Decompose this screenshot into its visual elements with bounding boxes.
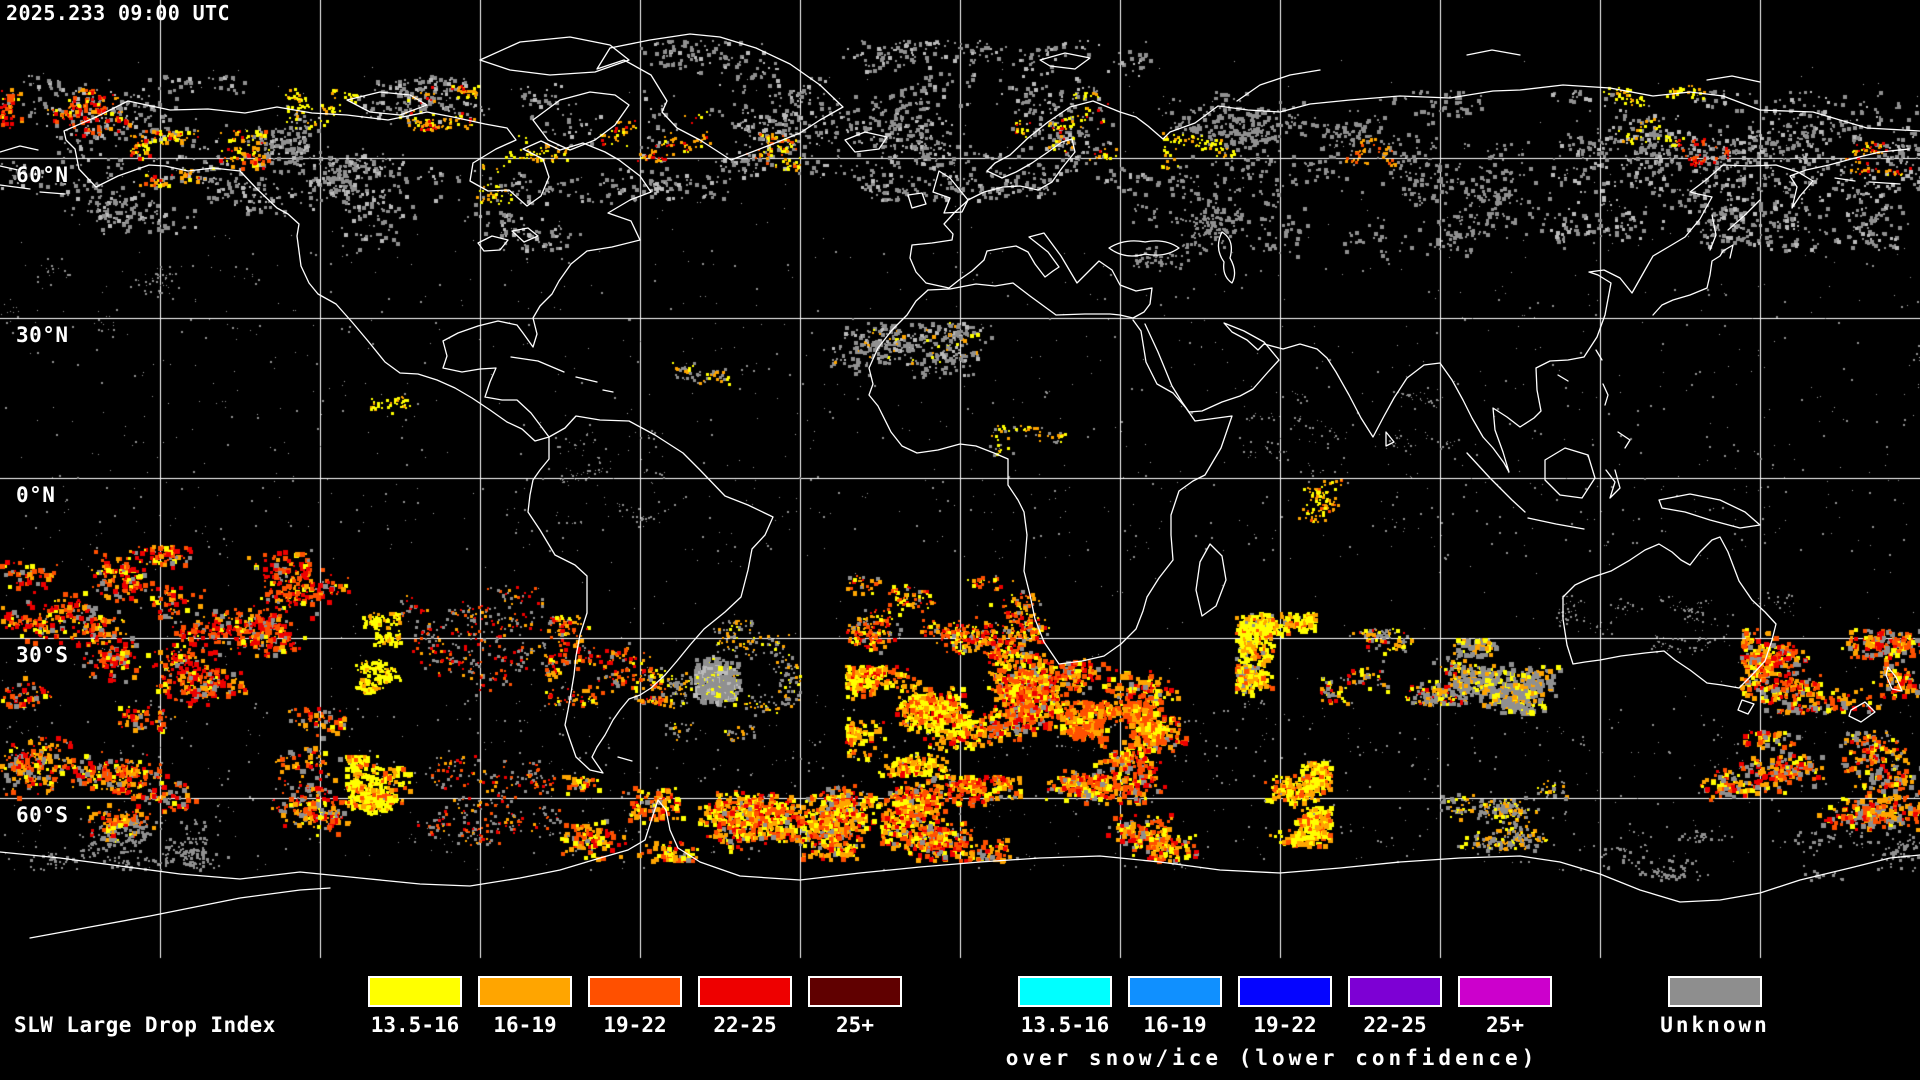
- legend-label: 19-22: [1253, 1013, 1317, 1037]
- legend-swatch: [368, 976, 462, 1007]
- legend-subtitle: over snow/ice (lower confidence): [1005, 1046, 1539, 1070]
- latitude-label: 60°N: [16, 163, 69, 187]
- legend-label: 25+: [1486, 1013, 1524, 1037]
- map-data-layer: [0, 0, 1920, 960]
- legend-swatch: [1238, 976, 1332, 1007]
- legend-swatch: [1458, 976, 1552, 1007]
- legend-swatch-unknown: [1668, 976, 1762, 1007]
- legend-title: SLW Large Drop Index: [14, 1013, 276, 1037]
- legend-label: 13.5-16: [1020, 1013, 1110, 1037]
- latitude-label: 30°S: [16, 643, 69, 667]
- legend-label: 13.5-16: [370, 1013, 460, 1037]
- legend-label-unknown: Unknown: [1660, 1013, 1770, 1037]
- latitude-label: 0°N: [16, 483, 56, 507]
- legend-swatch: [1348, 976, 1442, 1007]
- legend-label: 19-22: [603, 1013, 667, 1037]
- latitude-label: 60°S: [16, 803, 69, 827]
- legend-swatch: [588, 976, 682, 1007]
- legend-swatch: [1128, 976, 1222, 1007]
- legend-label: 16-19: [493, 1013, 557, 1037]
- legend-label: 22-25: [1363, 1013, 1427, 1037]
- legend-label: 22-25: [713, 1013, 777, 1037]
- legend-label: 25+: [836, 1013, 874, 1037]
- legend-label: 16-19: [1143, 1013, 1207, 1037]
- legend-swatch: [478, 976, 572, 1007]
- legend-swatch: [1018, 976, 1112, 1007]
- legend-swatch: [698, 976, 792, 1007]
- legend-swatch: [808, 976, 902, 1007]
- latitude-label: 30°N: [16, 323, 69, 347]
- timestamp: 2025.233 09:00 UTC: [6, 1, 230, 25]
